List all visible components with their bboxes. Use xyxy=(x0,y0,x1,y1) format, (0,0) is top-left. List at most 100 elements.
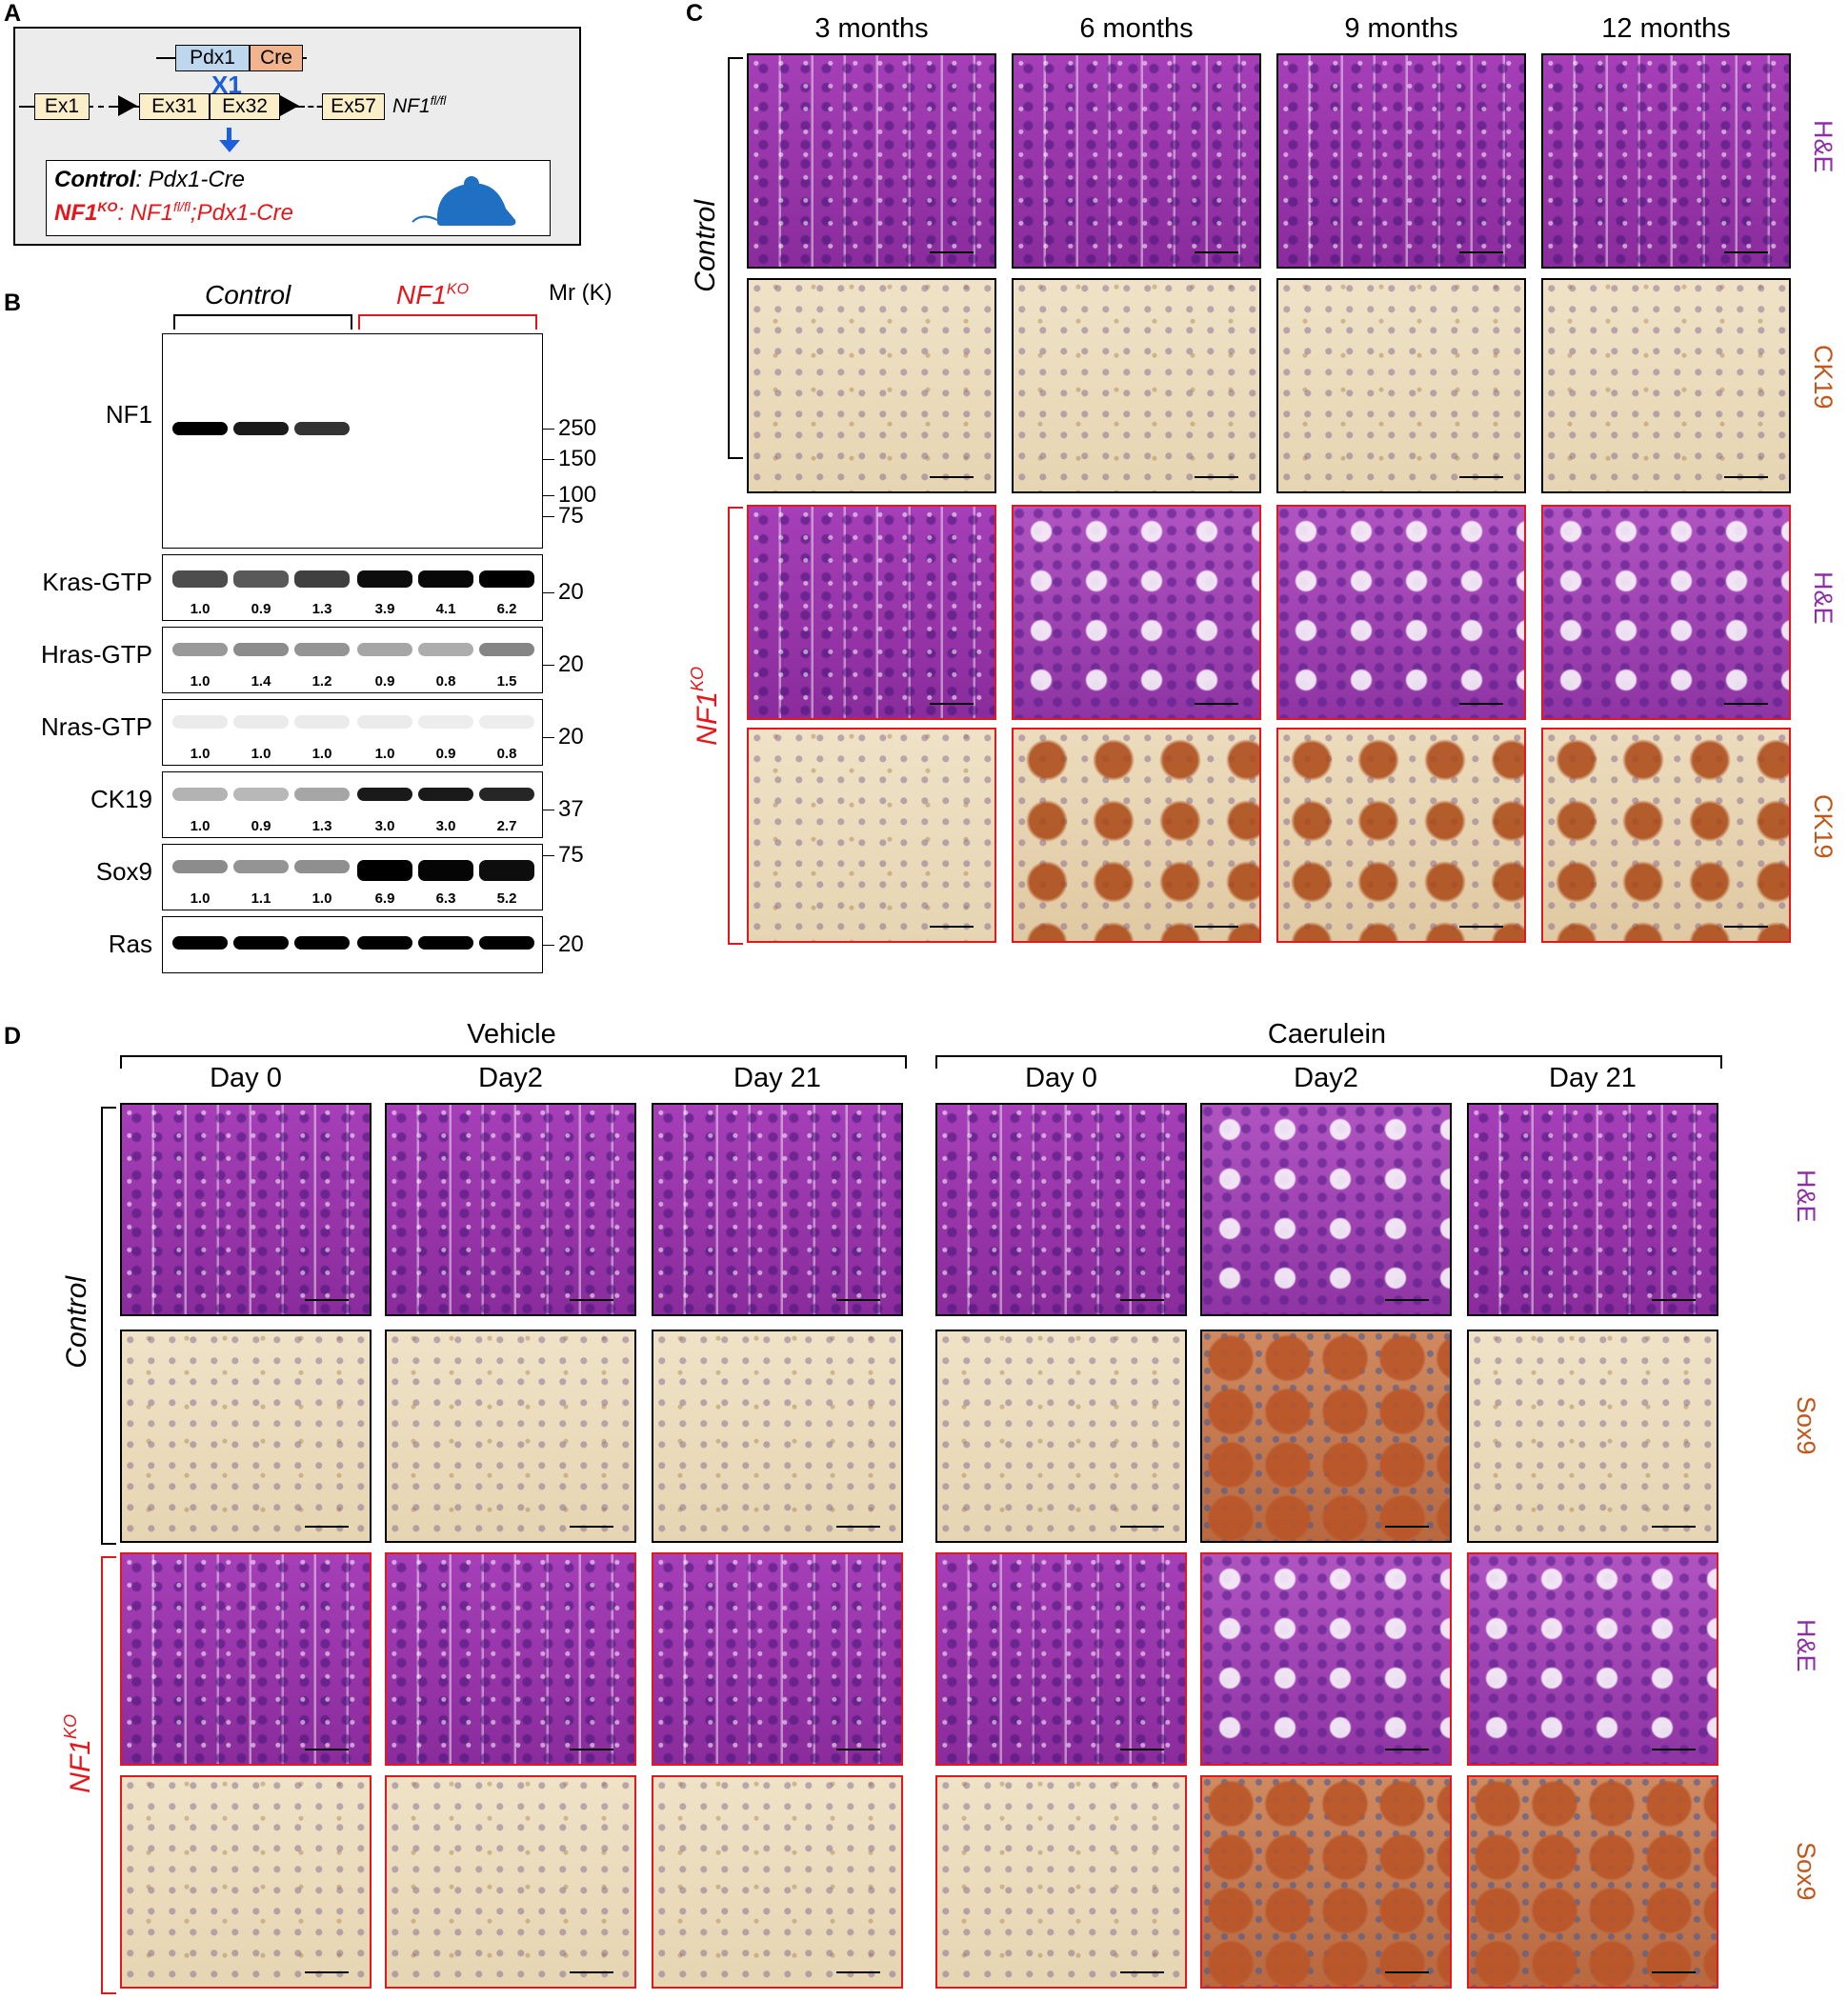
ko-text: NF1 xyxy=(65,1739,96,1793)
band-quantification: 0.9 xyxy=(251,601,271,617)
protein-band xyxy=(294,788,350,801)
scale-bar xyxy=(305,1971,349,1973)
protein-band xyxy=(418,570,473,588)
stain-label: H&E xyxy=(1792,1170,1820,1223)
protein-band xyxy=(294,643,350,656)
scale-bar xyxy=(836,1971,880,1973)
band-quantification: 1.4 xyxy=(251,673,271,690)
protein-band xyxy=(294,570,350,588)
band-quantification: 1.0 xyxy=(190,746,211,762)
protein-band xyxy=(233,936,289,950)
histology-image xyxy=(1467,1775,1718,1989)
scale-bar xyxy=(1120,1526,1164,1528)
column-header: 6 months xyxy=(1079,13,1194,44)
blot-strip: 1.0 0.9 1.3 3.0 3.0 2.7 xyxy=(162,771,543,838)
protein-band xyxy=(233,422,289,435)
protein-label: Nras-GTP xyxy=(41,712,152,741)
mw-marker-tick xyxy=(543,855,554,856)
protein-label: Kras-GTP xyxy=(42,568,152,596)
panel-label-b: B xyxy=(4,290,22,316)
ko-genotype: NF1KO: NF1fl/fl;Pdx1-Cre xyxy=(54,199,293,226)
histology-image xyxy=(385,1330,636,1543)
band-quantification: 1.2 xyxy=(311,673,332,690)
stain-label: CK19 xyxy=(1809,794,1838,859)
scale-bar xyxy=(1459,251,1503,253)
band-quantification: 6.2 xyxy=(496,601,517,617)
protein-band xyxy=(479,860,534,881)
group-ko-label: NF1KO xyxy=(61,1714,97,1793)
scale-bar xyxy=(570,1526,613,1528)
group-ko-bracket xyxy=(728,507,743,945)
mw-marker-tick xyxy=(543,495,554,496)
mw-marker-label: 250 xyxy=(558,415,597,441)
scale-bar xyxy=(836,1526,880,1528)
histology-image xyxy=(747,278,996,493)
mw-marker-tick xyxy=(543,592,554,593)
scale-bar xyxy=(570,1749,613,1750)
band-quantification: 1.0 xyxy=(311,890,332,907)
scale-bar xyxy=(930,476,974,478)
blot-strip: 1.0 1.1 1.0 6.9 6.3 5.2 xyxy=(162,844,543,910)
histology-image xyxy=(1276,53,1526,269)
protein-band xyxy=(418,643,473,656)
protein-band xyxy=(172,570,228,588)
band-quantification: 1.3 xyxy=(311,601,332,617)
group-control-label: Control xyxy=(61,1276,92,1369)
band-quantification: 6.9 xyxy=(374,890,395,907)
histology-image xyxy=(1467,1330,1718,1543)
exon-box-31: Ex31 xyxy=(139,93,210,120)
histology-image xyxy=(1541,278,1791,493)
protein-band xyxy=(172,936,228,950)
mw-marker-label: 20 xyxy=(558,651,584,677)
protein-band xyxy=(172,643,228,656)
histology-image xyxy=(1012,728,1261,943)
group-ko-label: NF1KO xyxy=(396,280,470,310)
genotype-box: Control: Pdx1-Cre NF1KO: NF1fl/fl;Pdx1-C… xyxy=(46,160,551,236)
exon-box-57: Ex57 xyxy=(322,93,385,120)
histology-image xyxy=(652,1330,903,1543)
treatment-bracket xyxy=(120,1055,907,1069)
histology-image xyxy=(1467,1103,1718,1316)
band-quantification: 2.7 xyxy=(496,818,517,834)
histology-image xyxy=(935,1775,1187,1989)
panel-label-a: A xyxy=(4,0,22,27)
histology-image xyxy=(1012,53,1261,269)
mw-marker-label: 20 xyxy=(558,579,584,605)
scale-bar xyxy=(1652,1971,1696,1973)
scale-bar xyxy=(1459,476,1503,478)
band-quantification: 5.2 xyxy=(496,890,517,907)
histology-image xyxy=(385,1775,636,1989)
mw-marker-label: 37 xyxy=(558,796,584,822)
histology-image xyxy=(1541,53,1791,269)
protein-band xyxy=(294,936,350,950)
mw-marker-tick xyxy=(543,945,554,946)
exon-box-1: Ex1 xyxy=(34,93,90,120)
scale-bar xyxy=(1195,926,1238,928)
exon-box-32: Ex32 xyxy=(210,93,280,120)
scale-bar xyxy=(930,703,974,705)
protein-band xyxy=(479,570,534,588)
group-control-label: Control xyxy=(205,280,291,310)
scale-bar xyxy=(1652,1526,1696,1528)
mw-marker-label: 75 xyxy=(558,503,584,529)
band-quantification: 3.9 xyxy=(374,601,395,617)
panel-label-c: C xyxy=(686,0,704,27)
allele-label: NF1fl/fl xyxy=(392,93,447,117)
protein-band xyxy=(357,860,412,881)
scale-bar xyxy=(1120,1749,1164,1750)
band-quantification: 1.1 xyxy=(251,890,271,907)
scale-bar xyxy=(570,1299,613,1301)
protein-band xyxy=(172,860,228,873)
protein-band xyxy=(418,715,473,729)
day-header: Day 0 xyxy=(1025,1063,1097,1093)
histology-image xyxy=(385,1103,636,1316)
histology-image xyxy=(1200,1103,1452,1316)
protein-label: NF1 xyxy=(105,400,152,429)
protein-band xyxy=(479,788,534,801)
protein-band xyxy=(418,860,473,881)
mw-marker-label: 75 xyxy=(558,842,584,868)
blot-strip xyxy=(162,333,543,549)
histology-image xyxy=(1276,505,1526,720)
mw-marker-label: 100 xyxy=(558,482,597,508)
day-header: Day2 xyxy=(478,1063,543,1093)
